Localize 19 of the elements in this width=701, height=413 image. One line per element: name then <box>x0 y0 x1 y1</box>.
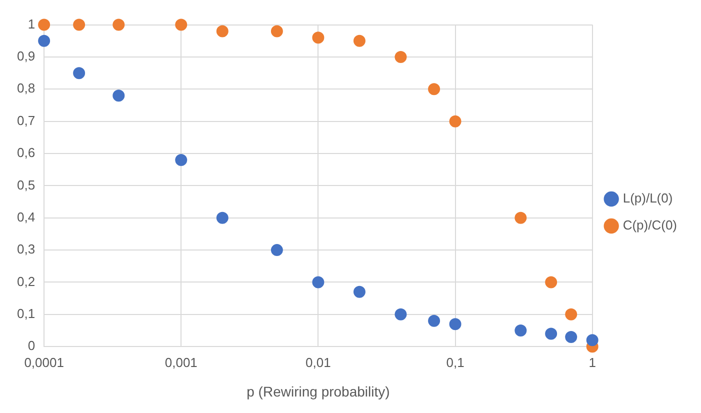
legend-label: L(p)/L(0) <box>622 190 673 206</box>
x-tick-label: 0,1 <box>446 354 464 370</box>
y-tick-label: 1 <box>28 16 36 32</box>
y-tick-label: 0,5 <box>16 177 36 192</box>
y-tick-label: 0,7 <box>16 112 36 128</box>
x-tick-label: 0,0001 <box>24 354 64 370</box>
y-tick-label: 0 <box>28 338 36 354</box>
x-tick-label: 1 <box>588 354 596 370</box>
y-tick-label: 0,1 <box>16 306 36 321</box>
x-axis-title: p (Rewiring probability) <box>246 383 390 400</box>
y-tick-label: 0,8 <box>16 80 36 96</box>
x-tick-label: 0,001 <box>164 354 198 370</box>
y-tick-label: 0,9 <box>16 48 36 64</box>
y-tick-label: 0,6 <box>16 145 36 160</box>
legend-label: C(p)/C(0) <box>622 218 678 233</box>
y-tick-label: 0,3 <box>16 242 36 257</box>
y-tick-label: 0,4 <box>16 209 36 224</box>
x-tick-label: 0,01 <box>306 354 331 370</box>
y-tick-label: 0,2 <box>16 274 36 289</box>
